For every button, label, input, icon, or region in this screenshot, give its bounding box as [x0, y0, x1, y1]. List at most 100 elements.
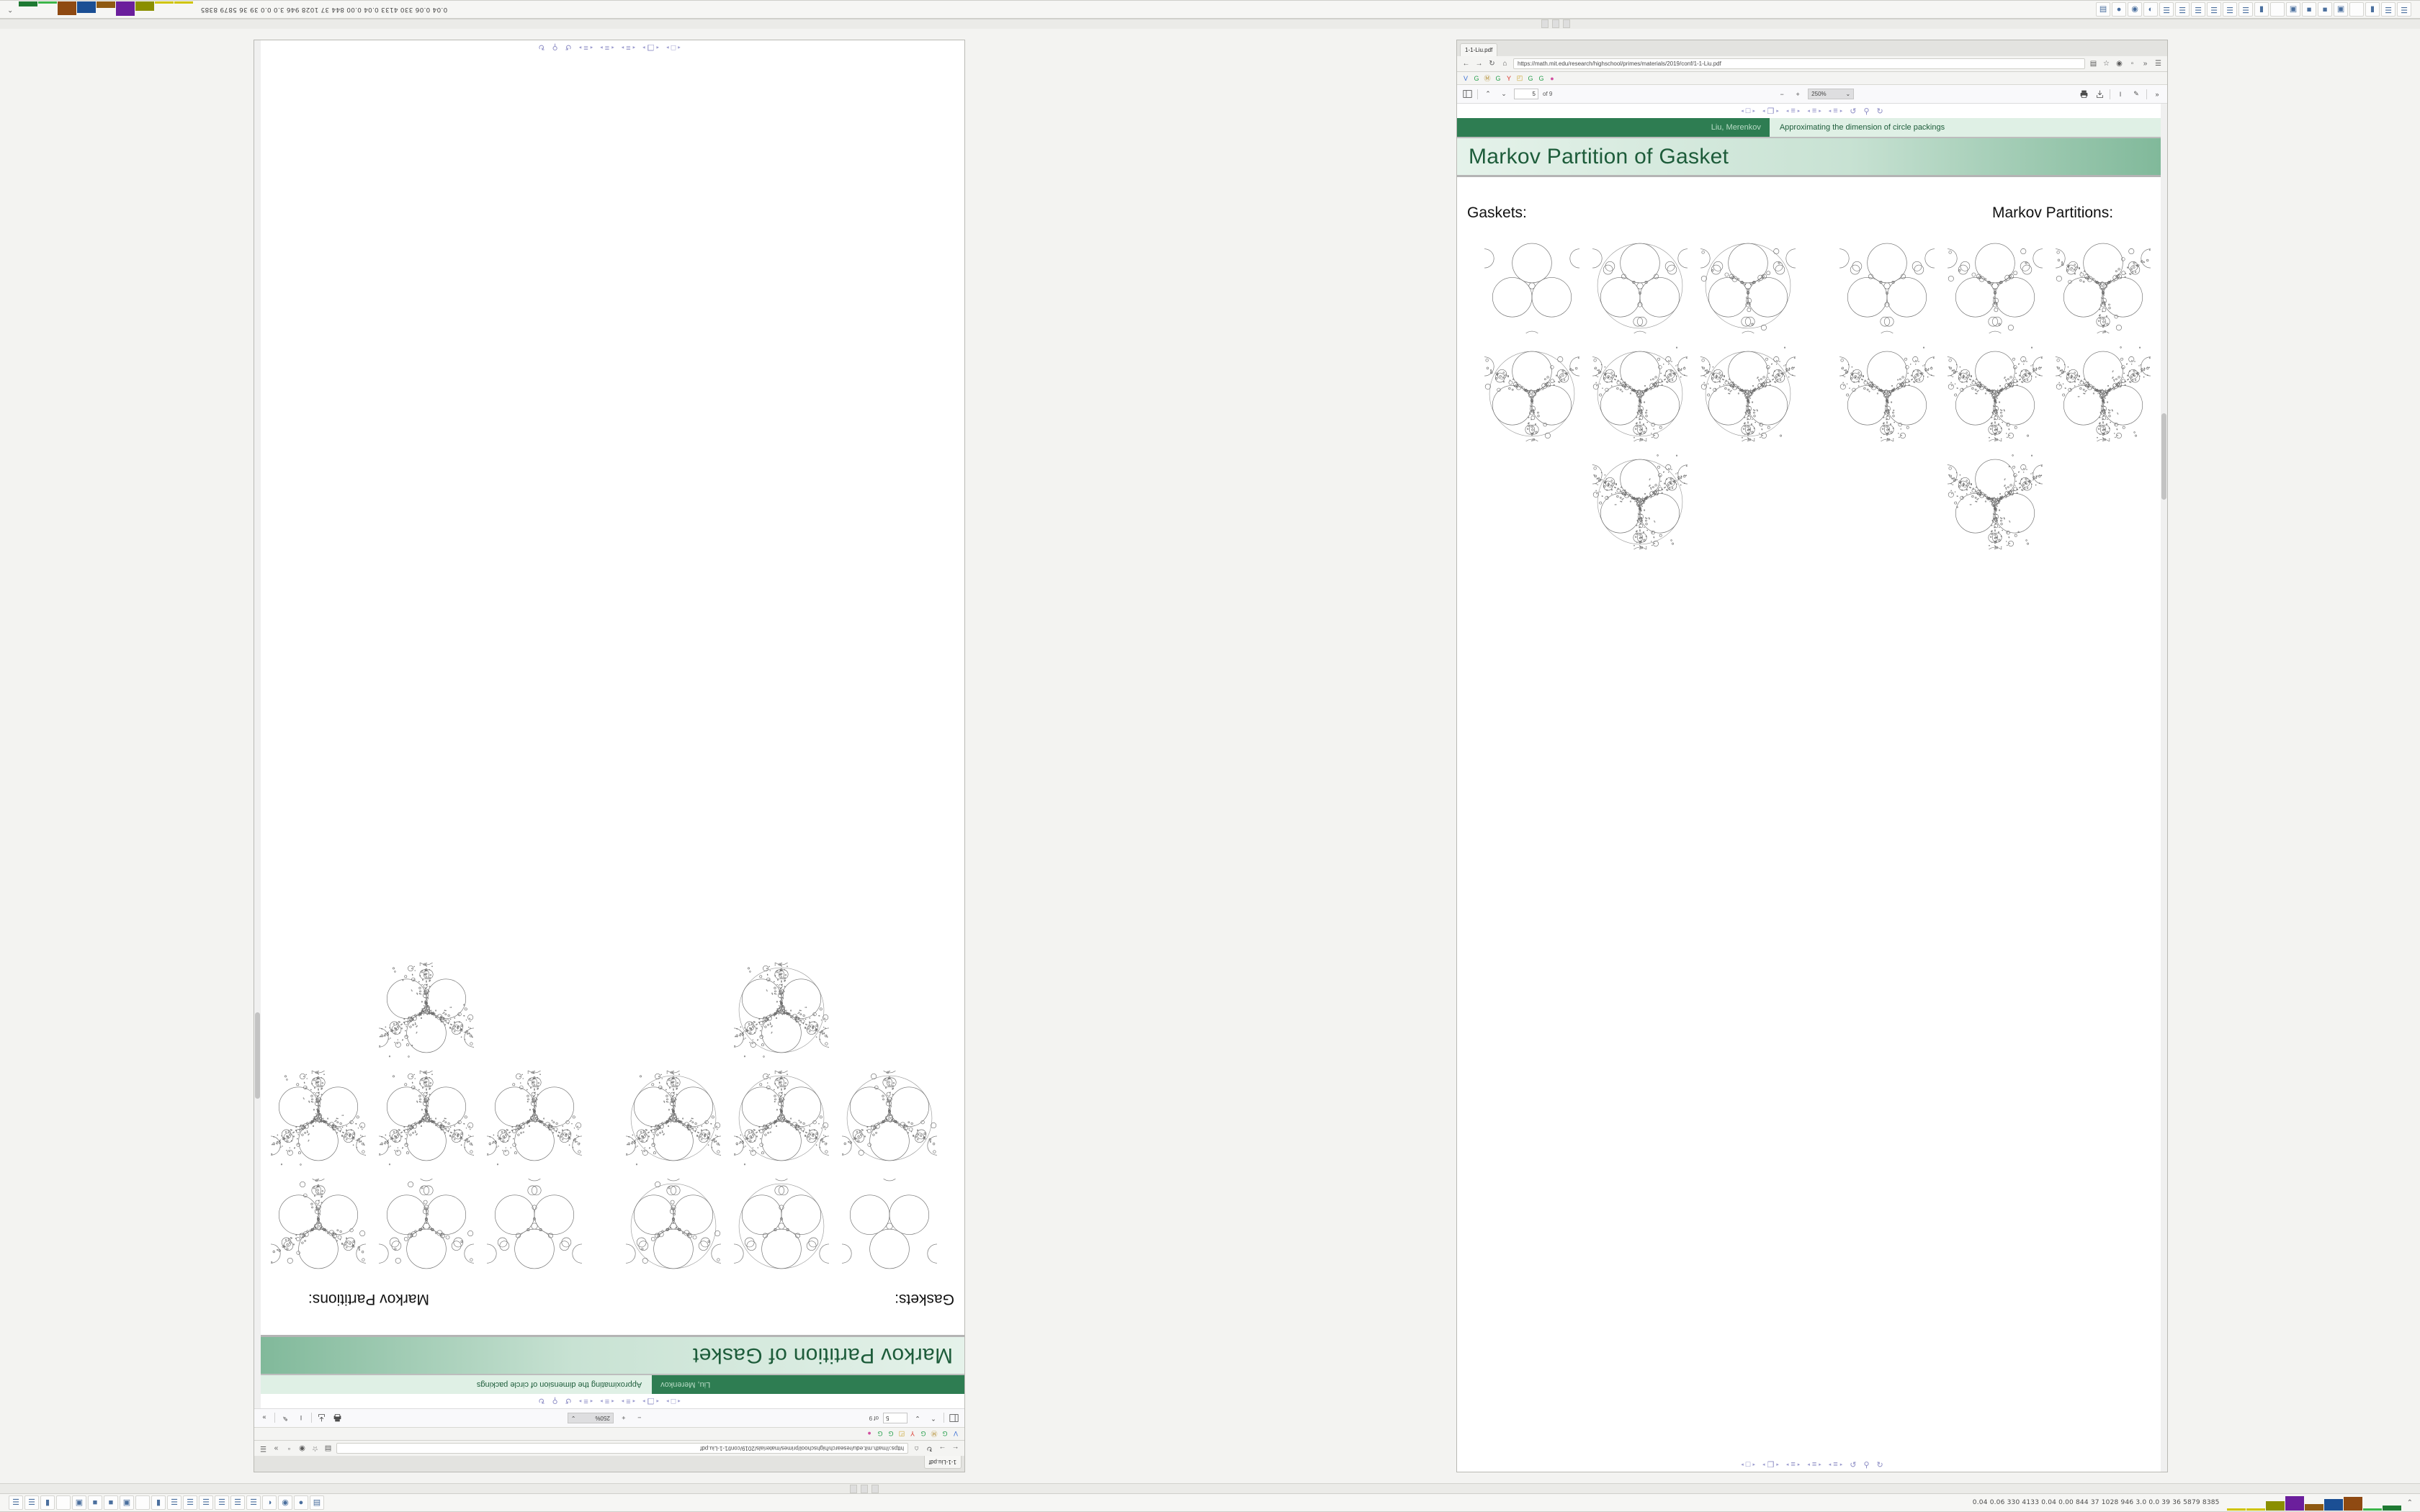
nav-next-arrow[interactable]: ▸ [1797, 1462, 1801, 1467]
floppy-save-icon[interactable]: ▣ [72, 1495, 86, 1510]
nav-prev-arrow[interactable]: ◂ [1807, 109, 1810, 114]
gimp-icon[interactable]: ◑ [2143, 2, 2158, 17]
page-number-input[interactable]: 5 [1514, 89, 1538, 99]
firefox-icon[interactable]: ● [294, 1495, 308, 1510]
bookmark-g2-icon[interactable]: G [1495, 74, 1501, 82]
reload-icon[interactable]: ↻ [1489, 60, 1495, 68]
firefox-icon[interactable]: ● [2112, 2, 2126, 17]
taskbar-window-button[interactable] [861, 1484, 868, 1493]
nav-next-arrow[interactable]: ▸ [600, 45, 603, 50]
bookmarks-toolbar[interactable]: V G Ⓜ G Y ◰ G G ● [1457, 72, 2167, 85]
nav-section-icon[interactable]: ≡ [604, 43, 610, 52]
terminal-icon[interactable]: ■ [104, 1495, 118, 1510]
nav-prev-arrow[interactable]: ◂ [656, 1398, 660, 1403]
text-editor-icon[interactable]: ☰ [9, 1495, 23, 1510]
bookmark-y-icon[interactable]: Y [1506, 74, 1511, 82]
zoom-level-select[interactable]: 250% ⌄ [567, 1413, 614, 1423]
pdf-scrollbar[interactable] [254, 40, 261, 1408]
nav-forward-icon[interactable]: ↻ [538, 42, 545, 52]
text-editor-icon[interactable]: ☰ [2397, 2, 2411, 17]
zoom-level-select[interactable]: 250% ⌄ [1808, 89, 1855, 99]
pencil-draw-icon[interactable]: ✎ [2133, 90, 2139, 97]
nav-prev-arrow[interactable]: ◂ [678, 45, 681, 50]
forward-icon[interactable]: → [938, 1444, 946, 1452]
nav-next-arrow[interactable]: ▸ [1819, 109, 1821, 114]
nav-next-arrow[interactable]: ▸ [1839, 109, 1843, 114]
bookmark-g3-icon[interactable]: G [1528, 74, 1533, 82]
text-cursor-icon[interactable]: I [300, 1414, 302, 1422]
record-icon[interactable]: ◉ [2128, 2, 2142, 17]
nav-subsection-icon[interactable]: ≡ [626, 43, 631, 52]
nav-back-icon[interactable]: ↺ [565, 1396, 572, 1405]
forward-icon[interactable]: → [1475, 60, 1483, 68]
nav-frame-icon[interactable]: ❐ [1767, 107, 1775, 116]
pdf-toolbar[interactable]: ⌃ ⌄ 5 of 9 − + 250% ⌄ I ✎ » [1457, 85, 2167, 104]
nav-next-arrow[interactable]: ▸ [1839, 1462, 1843, 1467]
pdf-scroll-thumb[interactable] [255, 1012, 260, 1099]
floppy-64-icon[interactable]: ▣ [2286, 2, 2300, 17]
zoom-in-button[interactable]: + [1796, 90, 1800, 98]
nav-next-arrow[interactable]: ▸ [621, 45, 624, 50]
nav-toc-icon[interactable]: ≡ [583, 1397, 588, 1405]
firefox-window-right[interactable]: 1-1-Liu.pdf ← → ↻ ⌂ https://math.mit.edu… [1456, 40, 2168, 1472]
record-icon[interactable]: ◉ [278, 1495, 292, 1510]
bookmark-g4-icon[interactable]: G [1538, 74, 1544, 82]
text-editor-icon[interactable]: ☰ [167, 1495, 182, 1510]
bookmark-g2-icon[interactable]: G [920, 1430, 926, 1438]
nav-section-icon[interactable]: ≡ [1811, 107, 1817, 115]
system-monitor-graph-bottom[interactable] [2226, 1495, 2401, 1511]
nav-slide-icon[interactable]: □ [671, 43, 676, 52]
panel-overflow-chevron-bottom[interactable]: ⌃ [2406, 1498, 2413, 1507]
bookmarks-toolbar[interactable]: V G Ⓜ G Y ◰ G G ● [254, 1427, 964, 1440]
url-bar[interactable]: https://math.mit.edu/research/highschool… [1513, 58, 2085, 69]
nav-next-arrow[interactable]: ▸ [1797, 109, 1801, 114]
nav-next-arrow[interactable]: ▸ [578, 1398, 582, 1403]
terminal-icon[interactable]: ■ [2318, 2, 2332, 17]
taskbar-window-button[interactable] [1552, 19, 1559, 29]
taskbar-window-button[interactable] [1541, 19, 1549, 29]
nav-forward-icon[interactable]: ↻ [1876, 1460, 1883, 1470]
gimp-icon[interactable]: ◑ [262, 1495, 277, 1510]
display-settings-icon[interactable]: ▤ [310, 1495, 324, 1510]
nav-search-icon[interactable]: ⚲ [552, 1396, 558, 1405]
nav-back-icon[interactable]: ↺ [565, 42, 572, 52]
nav-next-arrow[interactable]: ▸ [578, 45, 582, 50]
folder-icon[interactable]: ▮ [2365, 2, 2380, 17]
sidebar-toggle-icon[interactable] [949, 1413, 960, 1424]
text-editor-icon[interactable]: ☰ [2207, 2, 2221, 17]
star-icon[interactable]: ☆ [312, 1444, 318, 1452]
beamer-navigation-bar-bottom[interactable]: ◂ □ ▸ ◂ ❐ ▸ ◂ ≡ ▸ ◂ ≡ ▸ ◂ ≡ ▸ ↺ ⚲ ↻ [1457, 1457, 2167, 1472]
find-previous-icon[interactable]: ⌃ [1485, 90, 1491, 97]
star-icon[interactable]: ☆ [2103, 60, 2110, 68]
nav-next-arrow[interactable]: ▸ [1776, 1462, 1779, 1467]
nav-section-icon[interactable]: ≡ [604, 1397, 610, 1405]
sidebar-toggle-icon[interactable] [1461, 89, 1473, 100]
nav-search-icon[interactable]: ⚲ [1863, 1460, 1870, 1470]
beamer-navigation-bar[interactable]: ◂ □ ▸ ◂ ❐ ▸ ◂ ≡ ▸ ◂ ≡ ▸ ◂ ≡ ▸ ↺ ⚲ ↻ [254, 1394, 964, 1408]
text-editor-icon[interactable]: ☰ [2381, 2, 2396, 17]
navigation-toolbar[interactable]: ← → ↻ ⌂ https://math.mit.edu/research/hi… [254, 1440, 964, 1456]
nav-prev-arrow[interactable]: ◂ [1762, 1462, 1765, 1467]
nav-toc-icon[interactable]: ≡ [1833, 1460, 1838, 1469]
pdf-scroll-area[interactable]: ◂ □ ▸ ◂ ❐ ▸ ◂ ≡ ▸ ◂ ≡ ▸ ◂ ≡ ▸ ↺ ⚲ ↻ Liu, Merenkov Approxi… [254, 40, 964, 1408]
text-editor-icon[interactable]: ☰ [199, 1495, 213, 1510]
bookmark-v-icon[interactable]: V [1463, 74, 1468, 82]
text-editor-icon[interactable]: ☰ [183, 1495, 197, 1510]
pencil-draw-icon[interactable]: ✎ [282, 1415, 288, 1422]
more-tools-icon[interactable]: » [262, 1414, 266, 1422]
text-editor-icon[interactable]: ☰ [2191, 2, 2205, 17]
text-editor-icon[interactable]: ☰ [2238, 2, 2253, 17]
find-previous-icon[interactable]: ⌃ [931, 1415, 936, 1422]
page-number-input[interactable]: 5 [883, 1413, 908, 1423]
bookmark-o-icon[interactable]: ● [1550, 74, 1554, 82]
browser-tab[interactable]: 1-1-Liu.pdf [923, 1456, 962, 1469]
nav-prev-arrow[interactable]: ◂ [632, 1398, 636, 1403]
text-editor-icon[interactable]: ☰ [215, 1495, 229, 1510]
window-list-top[interactable] [0, 19, 2420, 29]
nav-next-arrow[interactable]: ▸ [1819, 1462, 1821, 1467]
zoom-in-button[interactable]: + [622, 1414, 626, 1422]
account-icon[interactable]: ◉ [2116, 60, 2123, 68]
nav-subsection-icon[interactable]: ≡ [1791, 107, 1796, 115]
nav-prev-arrow[interactable]: ◂ [678, 1398, 681, 1403]
pdf-scroll-area[interactable]: ◂ □ ▸ ◂ ❐ ▸ ◂ ≡ ▸ ◂ ≡ ▸ ◂ ≡ ▸ ↺ ⚲ ↻ Liu, Merenkov Approxi… [1457, 104, 2167, 1472]
